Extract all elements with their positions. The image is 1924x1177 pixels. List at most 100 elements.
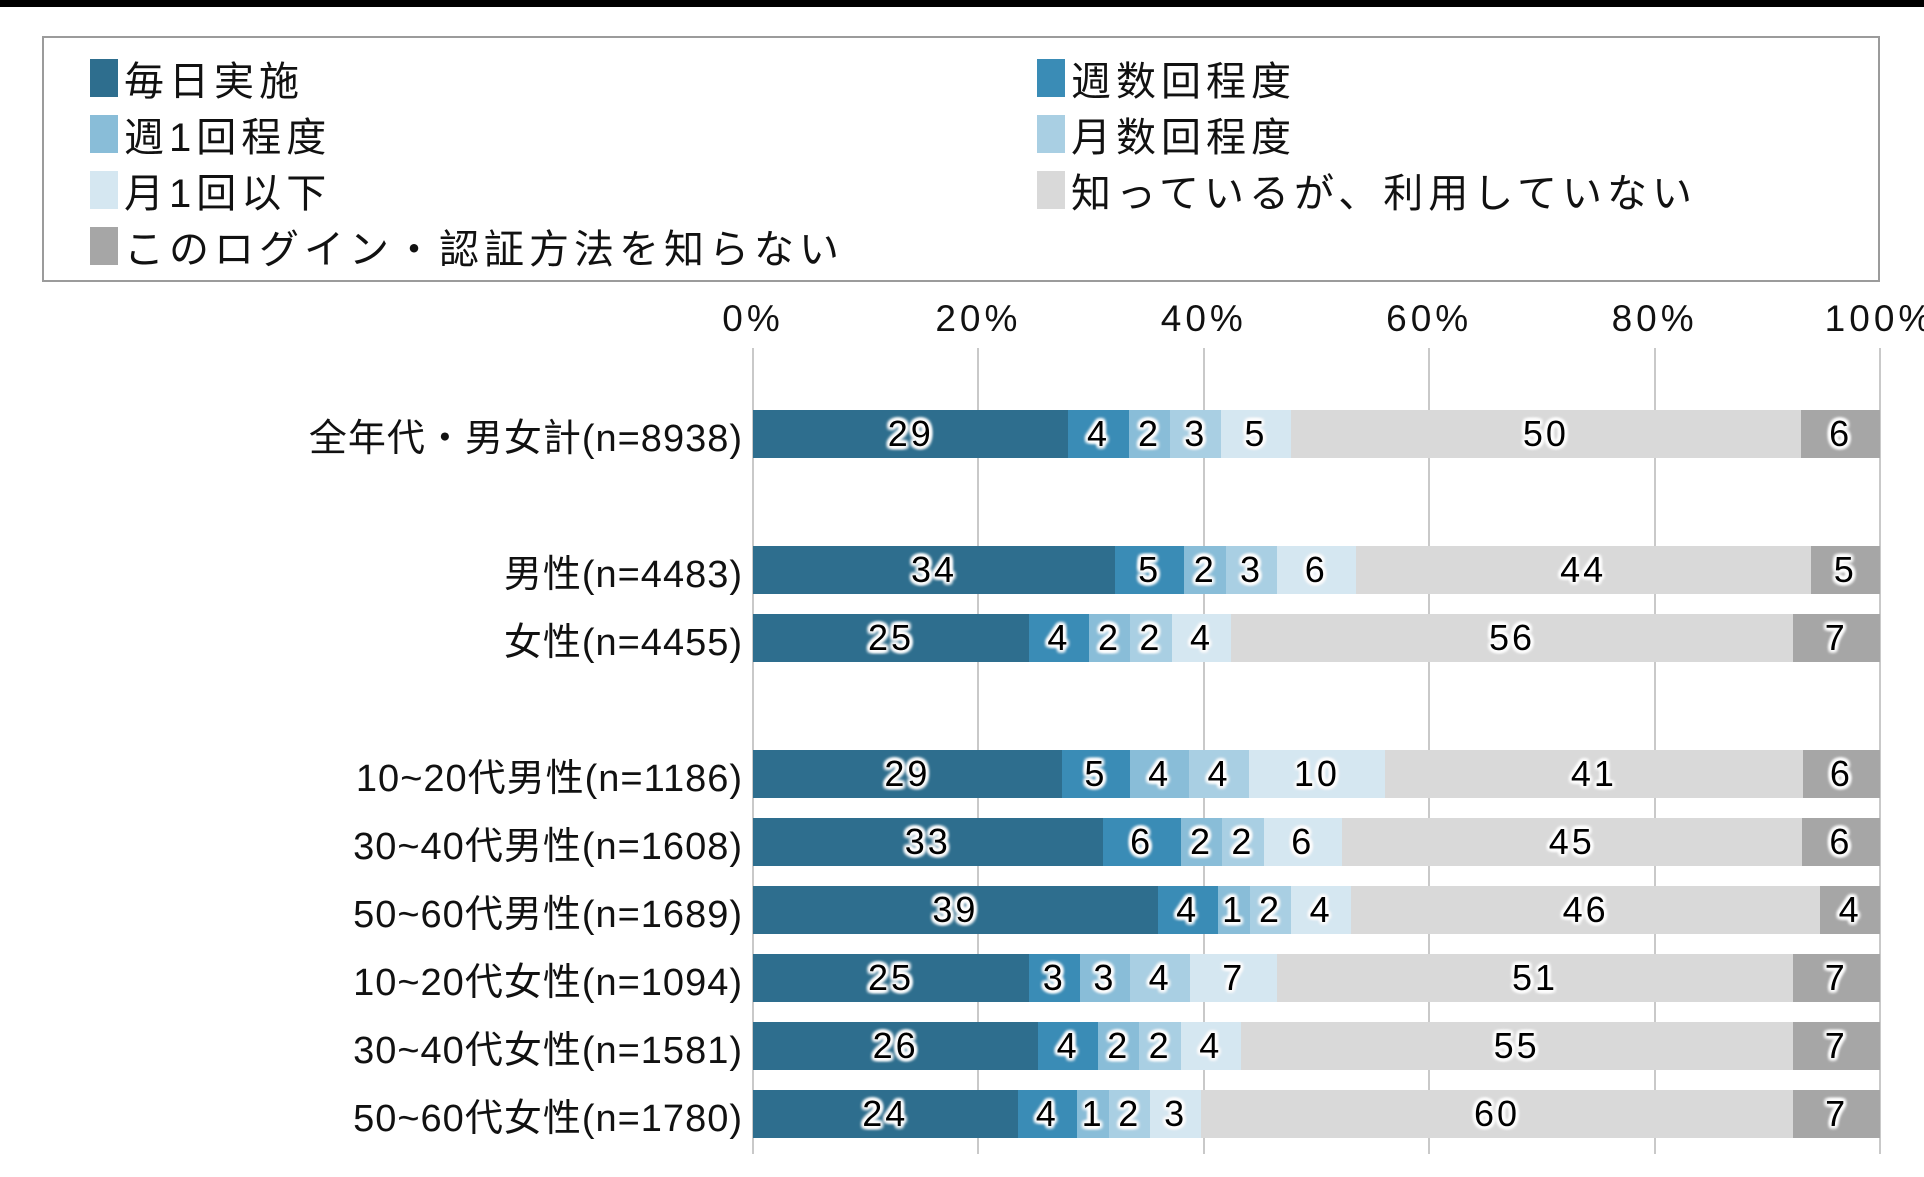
x-axis-tick-label: 100% — [1824, 298, 1924, 339]
bar-segment: 2 — [1098, 1022, 1140, 1070]
bar-segment-value: 4 — [1035, 1093, 1059, 1134]
bar-segment: 4 — [1017, 1090, 1078, 1138]
bar-segment-value: 39 — [932, 889, 979, 930]
bar-segment-value: 4 — [1056, 1025, 1080, 1066]
bar-segment: 25 — [753, 954, 1029, 1002]
category-label: 50~60代男性(n=1689) — [353, 893, 743, 936]
legend-label: 月1回以下 — [124, 172, 332, 216]
category-label: 10~20代女性(n=1094) — [353, 961, 743, 1004]
bar-segment: 3 — [1079, 954, 1131, 1002]
bar-segment: 2 — [1139, 1022, 1181, 1070]
bar-track: 24 4 1 2 3 60 7 — [753, 1090, 1880, 1138]
bar-segment: 6 — [1802, 750, 1881, 798]
bar-segment-value: 3 — [1239, 549, 1263, 590]
bar-segment: 26 — [753, 1022, 1039, 1070]
category-label: 50~60代女性(n=1780) — [353, 1097, 743, 1140]
x-axis-tick-label: 20% — [935, 298, 1022, 339]
bar-segment-value: 24 — [862, 1093, 909, 1134]
bar-segment: 6 — [1263, 818, 1342, 866]
bar-segment-value: 4 — [1087, 413, 1111, 454]
bar-segment-value: 6 — [1829, 821, 1853, 862]
bar-segment-value: 55 — [1493, 1025, 1540, 1066]
bar-segment-value: 7 — [1824, 957, 1848, 998]
bar-segment-value: 4 — [1047, 617, 1071, 658]
bar-segment-value: 26 — [872, 1025, 919, 1066]
bar-segment-value: 2 — [1189, 821, 1213, 862]
bar-segment-value: 4 — [1207, 753, 1231, 794]
chart-legend: 毎日実施 週1回程度 月1回以下 このログイン・認証方法を知らない 週数回程度 月数回程… — [42, 36, 1880, 282]
legend-label: 週数回程度 — [1071, 60, 1296, 104]
bar-segment-value: 2 — [1137, 413, 1161, 454]
bar-segment-value: 51 — [1512, 957, 1559, 998]
bar-segment-value: 2 — [1107, 1025, 1131, 1066]
top-rule — [0, 0, 1924, 7]
bar-segment-value: 6 — [1829, 413, 1853, 454]
bar-segment: 4 — [1130, 750, 1190, 798]
bar-segment-value: 4 — [1190, 617, 1214, 658]
bar-segment: 25 — [753, 614, 1029, 662]
bar-track: 34 5 2 3 6 44 5 — [753, 546, 1881, 594]
legend-label: 月数回程度 — [1071, 116, 1296, 160]
bar-segment-value: 3 — [1042, 957, 1066, 998]
bar-segment: 2 — [1128, 410, 1171, 458]
legend-item: 月数回程度 — [1037, 106, 1878, 162]
bar-row: 50~60代女性(n=1780) 24 4 1 2 3 60 7 — [42, 1090, 1880, 1140]
bar-segment: 4 — [1130, 954, 1191, 1002]
bar-segment-value: 2 — [1193, 549, 1217, 590]
bar-segment-value: 33 — [904, 821, 951, 862]
bar-segment-value: 6 — [1130, 821, 1154, 862]
bar-segment-value: 7 — [1824, 617, 1848, 658]
bar-segment-value: 4 — [1309, 889, 1333, 930]
bar-segment: 7 — [1792, 954, 1880, 1002]
bar-segment-value: 56 — [1489, 617, 1536, 658]
x-axis-tick-label: 0% — [722, 298, 784, 339]
legend-swatch-icon — [1037, 59, 1065, 97]
bar-row: 10~20代女性(n=1094) 25 3 3 4 7 51 7 — [42, 954, 1880, 1004]
bar-segment: 3 — [1226, 546, 1277, 594]
bar-segment-value: 4 — [1148, 957, 1172, 998]
bar-track: 29 5 4 4 10 41 6 — [753, 750, 1881, 798]
bar-segment: 29 — [753, 410, 1069, 458]
bar-track: 29 4 2 3 5 50 6 — [753, 410, 1880, 458]
bar-segment-value: 4 — [1199, 1025, 1223, 1066]
bar-segment-value: 2 — [1118, 1093, 1142, 1134]
bar-segment: 5 — [1810, 546, 1881, 594]
row-spacer — [42, 682, 1880, 750]
bar-segment: 29 — [753, 750, 1062, 798]
bar-segment: 24 — [753, 1090, 1018, 1138]
bar-segment: 46 — [1351, 886, 1821, 934]
bar-segment: 7 — [1792, 1022, 1880, 1070]
bar-segment: 4 — [1820, 886, 1881, 934]
bar-row: 男性(n=4483) 34 5 2 3 6 44 5 — [42, 546, 1881, 596]
bar-segment: 4 — [1028, 614, 1089, 662]
legend-label: 知っているが、利用していない — [1071, 172, 1697, 216]
legend-swatch-icon — [90, 59, 118, 97]
bar-segment-value: 25 — [867, 617, 915, 658]
bar-segment-value: 2 — [1259, 889, 1283, 930]
bar-segment: 4 — [1189, 750, 1249, 798]
bar-segment: 4 — [1157, 886, 1218, 934]
bar-segment: 10 — [1248, 750, 1386, 798]
category-label: 全年代・男女計(n=8938) — [308, 417, 743, 460]
bar-segment-value: 2 — [1148, 1025, 1172, 1066]
row-spacer — [42, 478, 1880, 546]
category-label: 10~20代男性(n=1186) — [355, 757, 743, 800]
legend-swatch-icon — [1037, 171, 1065, 209]
legend-swatch-icon — [90, 227, 118, 265]
bar-segment-value: 60 — [1473, 1093, 1521, 1134]
bar-segment: 4 — [1038, 1022, 1099, 1070]
bar-segment-value: 1 — [1222, 889, 1246, 930]
bar-track: 33 6 2 2 6 45 6 — [753, 818, 1880, 866]
bar-segment-value: 2 — [1231, 821, 1255, 862]
bar-segment-value: 45 — [1548, 821, 1595, 862]
bar-segment: 3 — [1150, 1090, 1201, 1138]
bar-segment: 2 — [1184, 546, 1227, 594]
bar-segment: 5 — [1061, 750, 1131, 798]
legend-item: 週1回程度 — [90, 106, 1037, 162]
bar-segment-value: 5 — [1084, 753, 1108, 794]
bar-row: 10~20代男性(n=1186) 29 5 4 4 10 41 6 — [42, 750, 1881, 800]
bar-track: 25 3 3 4 7 51 7 — [753, 954, 1880, 1002]
bar-segment-value: 1 — [1081, 1093, 1105, 1134]
bar-segment: 2 — [1249, 886, 1292, 934]
bar-segment: 56 — [1231, 614, 1793, 662]
